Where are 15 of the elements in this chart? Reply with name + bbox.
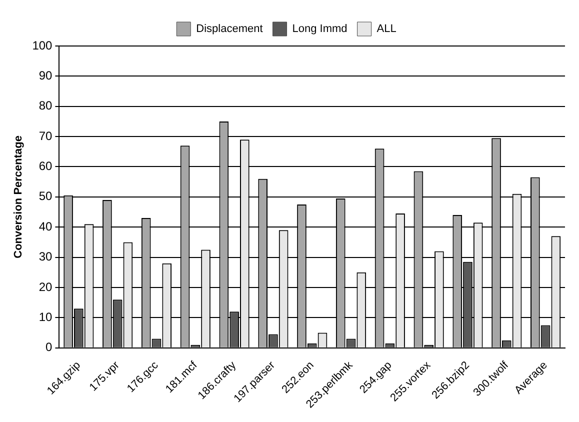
y-tick-label: 80	[38, 98, 53, 113]
y-tick-label: 20	[38, 280, 53, 294]
legend-label: Displacement	[196, 23, 263, 36]
y-tick-label: 60	[38, 159, 53, 174]
legend-label: Long Immd	[292, 23, 348, 36]
y-axis-title: Conversion Percentage	[12, 135, 25, 258]
y-tick-label: 90	[38, 68, 53, 82]
y-tick-label: 40	[38, 219, 53, 234]
y-tick-label: 100	[32, 38, 53, 52]
legend-label: ALL	[376, 23, 396, 36]
y-tick-label: 10	[38, 310, 53, 324]
y-tick-label: 30	[38, 250, 53, 264]
y-tick-label: 70	[38, 128, 53, 143]
y-tick-label: 50	[38, 189, 53, 204]
y-tick-label: 0	[46, 340, 53, 354]
